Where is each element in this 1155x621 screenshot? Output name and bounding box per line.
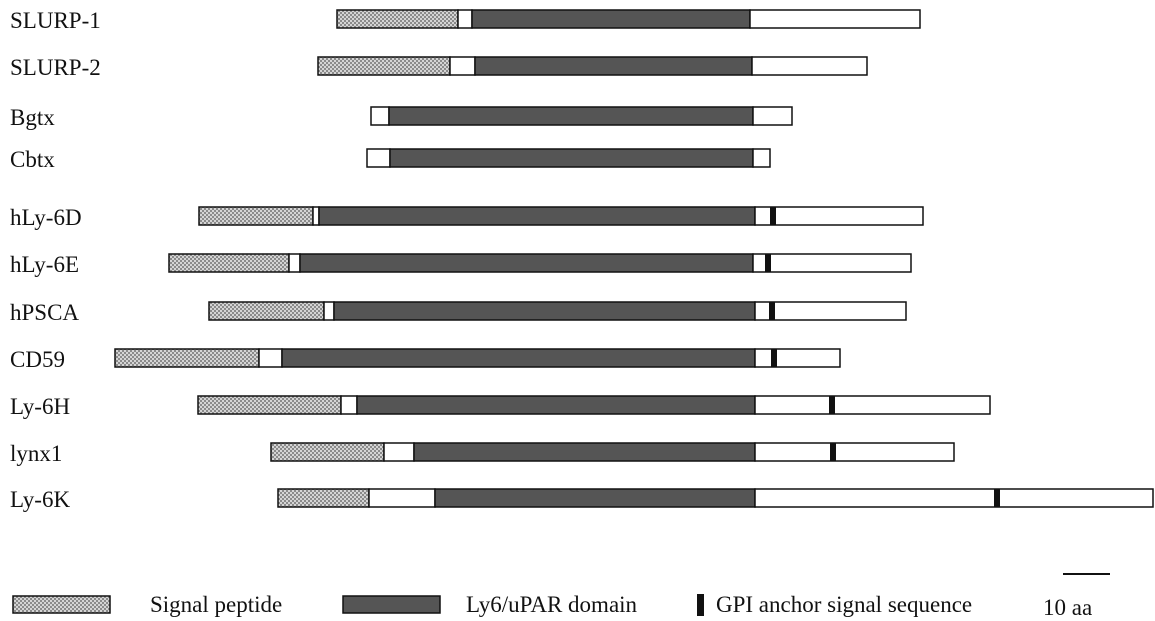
legend: Signal peptide Ly6/uPAR domain GPI ancho… — [12, 573, 1110, 620]
other-region-segment — [323, 301, 335, 321]
ly6-upar-domain-segment — [388, 106, 754, 126]
legend-gpi-label: GPI anchor signal sequence — [716, 592, 972, 617]
protein-row: Bgtx — [10, 105, 793, 130]
protein-name: lynx1 — [10, 441, 62, 466]
other-region-segment — [754, 488, 1154, 508]
legend-domain-label: Ly6/uPAR domain — [466, 592, 638, 617]
other-region-segment — [366, 148, 391, 168]
protein-row: hPSCA — [10, 300, 907, 325]
signal-peptide-segment — [270, 442, 385, 462]
legend-signal-label: Signal peptide — [150, 592, 282, 617]
ly6-upar-domain-segment — [434, 488, 756, 508]
protein-row: Ly-6H — [10, 394, 991, 419]
other-region-segment — [754, 348, 841, 368]
gpi-anchor-mark — [770, 207, 776, 225]
gpi-anchor-mark — [994, 489, 1000, 507]
protein-name: Bgtx — [10, 105, 55, 130]
signal-peptide-segment — [197, 395, 342, 415]
gpi-anchor-mark — [765, 254, 771, 272]
protein-name: hLy-6E — [10, 252, 79, 277]
other-region-segment — [288, 253, 301, 273]
other-region-segment — [754, 442, 955, 462]
other-region-segment — [383, 442, 415, 462]
ly6-upar-domain-segment — [389, 148, 754, 168]
other-region-segment — [449, 56, 476, 76]
protein-row: SLURP-1 — [10, 8, 921, 33]
ly6-upar-domain-segment — [281, 348, 756, 368]
gpi-anchor-mark — [769, 302, 775, 320]
signal-peptide-segment — [168, 253, 290, 273]
legend-signal-swatch — [12, 595, 111, 614]
other-region-segment — [312, 206, 320, 226]
other-region-segment — [457, 9, 473, 29]
ly6-upar-domain-segment — [318, 206, 756, 226]
signal-peptide-segment — [317, 56, 451, 76]
protein-name: SLURP-2 — [10, 55, 101, 80]
protein-name: Ly-6K — [10, 487, 70, 512]
other-region-segment — [754, 301, 907, 321]
signal-peptide-segment — [277, 488, 370, 508]
legend-domain-swatch — [342, 595, 441, 614]
other-region-segment — [752, 253, 912, 273]
ly6-upar-domain-segment — [356, 395, 756, 415]
protein-row: CD59 — [10, 347, 841, 372]
other-region-segment — [370, 106, 390, 126]
signal-peptide-segment — [198, 206, 314, 226]
other-region-segment — [368, 488, 436, 508]
protein-name: SLURP-1 — [10, 8, 101, 33]
protein-name: hLy-6D — [10, 205, 82, 230]
protein-row: Ly-6K — [10, 487, 1154, 512]
protein-name: CD59 — [10, 347, 65, 372]
protein-row: lynx1 — [10, 441, 955, 466]
gpi-anchor-mark — [830, 443, 836, 461]
protein-row: SLURP-2 — [10, 55, 868, 80]
signal-peptide-segment — [336, 9, 459, 29]
protein-rows: SLURP-1 SLURP-2 Bgtx Cbtx hLy-6D hLy-6E hPSCA C… — [10, 8, 1154, 512]
other-region-segment — [754, 206, 924, 226]
gpi-anchor-mark — [829, 396, 835, 414]
ly6-upar-domain-segment — [299, 253, 754, 273]
other-region-segment — [752, 106, 793, 126]
scale-label: 10 aa — [1043, 595, 1092, 620]
protein-name: Cbtx — [10, 147, 55, 172]
other-region-segment — [340, 395, 358, 415]
other-region-segment — [258, 348, 283, 368]
gpi-anchor-mark — [771, 349, 777, 367]
signal-peptide-segment — [114, 348, 260, 368]
protein-row: Cbtx — [10, 147, 771, 172]
signal-peptide-segment — [208, 301, 325, 321]
other-region-segment — [752, 148, 771, 168]
protein-name: hPSCA — [10, 300, 79, 325]
legend-gpi-mark — [697, 594, 704, 616]
other-region-segment — [749, 9, 921, 29]
protein-row: hLy-6D — [10, 205, 924, 230]
other-region-segment — [754, 395, 991, 415]
ly6-upar-domain-segment — [413, 442, 756, 462]
other-region-segment — [751, 56, 868, 76]
protein-name: Ly-6H — [10, 394, 70, 419]
ly6-upar-domain-segment — [333, 301, 756, 321]
ly6-upar-domain-segment — [474, 56, 753, 76]
protein-row: hLy-6E — [10, 252, 912, 277]
ly6-upar-domain-segment — [471, 9, 751, 29]
